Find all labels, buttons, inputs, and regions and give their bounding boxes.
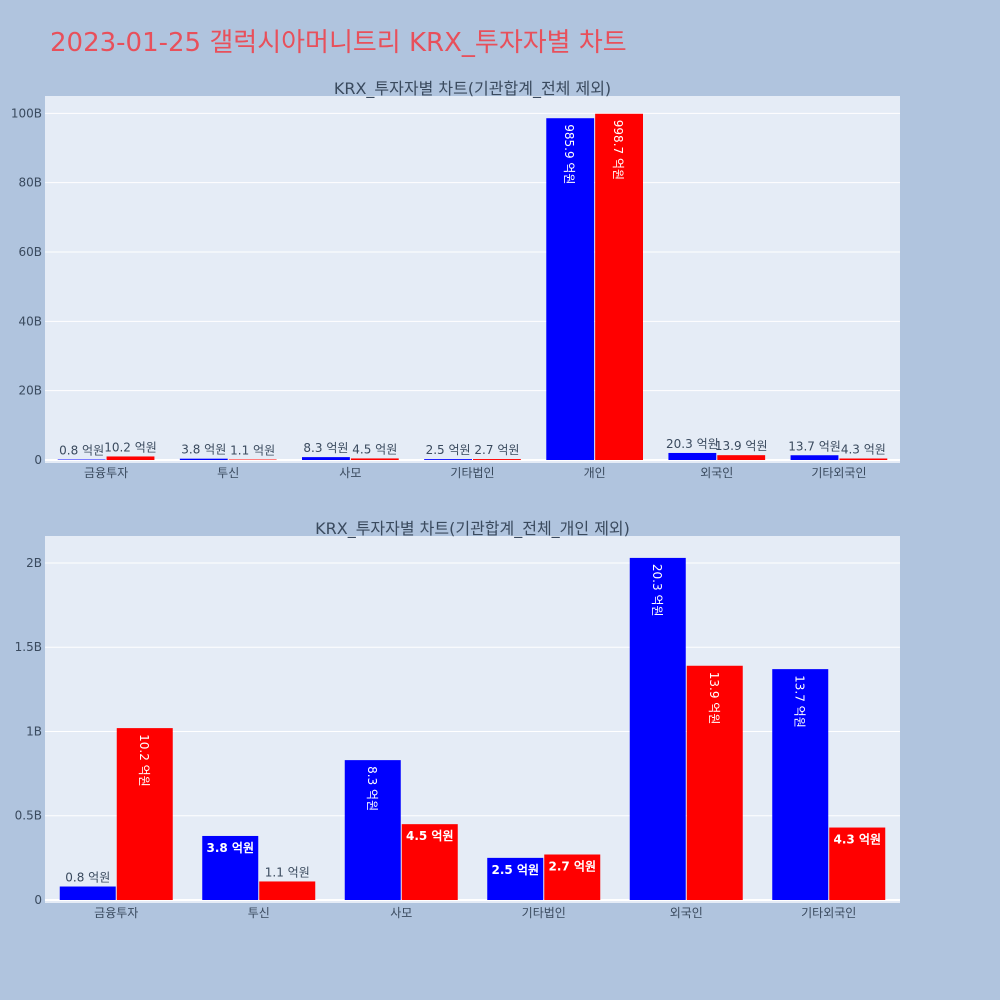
data-label: 4.5 억원 xyxy=(352,442,397,456)
x-tick-label: 개인 xyxy=(584,466,606,480)
bar xyxy=(57,459,106,460)
y-tick-label: 60B xyxy=(18,245,42,259)
bar xyxy=(829,827,886,900)
x-tick-label: 외국인 xyxy=(700,466,733,480)
bar xyxy=(106,456,155,460)
y-tick-label: 2B xyxy=(26,556,42,570)
data-label: 2.7 억원 xyxy=(548,860,596,874)
data-label: 13.9 억원 xyxy=(715,439,768,453)
x-tick-label: 기타법인 xyxy=(522,906,566,920)
bar xyxy=(686,665,743,900)
data-label: 1.1 억원 xyxy=(265,865,310,879)
bar xyxy=(790,455,839,460)
y-tick-label: 0 xyxy=(34,893,42,907)
x-tick-label: 투신 xyxy=(217,466,239,480)
bar xyxy=(424,459,472,460)
bar xyxy=(302,457,350,460)
x-tick-label: 사모 xyxy=(339,466,361,480)
bar xyxy=(772,669,829,900)
bar xyxy=(344,760,401,900)
bar xyxy=(116,728,173,900)
plot-area-1 xyxy=(45,96,900,463)
data-label: 4.3 억원 xyxy=(841,443,886,457)
y-tick-label: 1.5B xyxy=(15,640,42,654)
bar xyxy=(401,824,458,900)
bar xyxy=(473,459,521,460)
plot-area-2 xyxy=(45,536,900,903)
chart-title-1: KRX_투자자별 차트(기관합계_전체 제외) xyxy=(334,79,611,99)
bar xyxy=(350,458,399,460)
data-label: 10.2 억원 xyxy=(104,440,157,454)
data-label: 10.2 억원 xyxy=(137,734,151,787)
bar xyxy=(487,857,544,900)
y-tick-label: 0.5B xyxy=(15,809,42,823)
page-title: 2023-01-25 갤럭시아머니트리 KRX_투자자별 차트 xyxy=(50,28,627,58)
data-label: 3.8 억원 xyxy=(206,841,254,855)
y-tick-label: 1B xyxy=(26,724,42,738)
x-tick-label: 기타외국인 xyxy=(811,466,866,480)
y-tick-label: 100B xyxy=(11,106,42,120)
data-label: 2.7 억원 xyxy=(474,443,519,457)
x-tick-label: 사모 xyxy=(390,906,412,920)
data-label: 2.5 억원 xyxy=(491,863,539,877)
bar xyxy=(839,458,888,460)
data-label: 13.7 억원 xyxy=(788,439,841,453)
bar xyxy=(59,886,116,900)
data-label: 0.8 억원 xyxy=(59,444,104,458)
y-tick-label: 40B xyxy=(18,314,42,328)
bar xyxy=(228,459,277,460)
y-tick-label: 0 xyxy=(34,453,42,467)
data-label: 0.8 억원 xyxy=(65,871,110,885)
data-label: 4.3 억원 xyxy=(833,833,881,847)
data-label: 20.3 억원 xyxy=(650,564,664,617)
data-label: 2.5 억원 xyxy=(426,443,471,457)
x-tick-label: 외국인 xyxy=(670,906,703,920)
data-label: 1.1 억원 xyxy=(230,444,275,458)
data-label: 985.9 억원 xyxy=(562,124,576,184)
x-tick-label: 금융투자 xyxy=(84,466,128,480)
data-label: 998.7 억원 xyxy=(611,120,625,180)
data-label: 4.5 억원 xyxy=(406,829,454,843)
data-label: 3.8 억원 xyxy=(181,443,226,457)
bar xyxy=(546,118,595,460)
bar xyxy=(595,113,643,460)
bar xyxy=(179,458,228,460)
y-tick-label: 80B xyxy=(18,176,42,190)
y-tick-label: 20B xyxy=(18,384,42,398)
bar xyxy=(259,881,316,900)
data-label: 13.7 억원 xyxy=(792,675,806,728)
bar xyxy=(202,835,259,900)
data-label: 20.3 억원 xyxy=(666,437,719,451)
data-label: 8.3 억원 xyxy=(303,441,348,455)
bar xyxy=(629,557,686,900)
x-tick-label: 금융투자 xyxy=(94,906,138,920)
x-tick-label: 기타외국인 xyxy=(801,906,856,920)
chart-title-2: KRX_투자자별 차트(기관합계_전체_개인 제외) xyxy=(315,519,630,539)
bar xyxy=(668,452,717,460)
data-label: 8.3 억원 xyxy=(365,766,379,811)
x-tick-label: 기타법인 xyxy=(450,466,494,480)
bar xyxy=(717,455,766,460)
x-tick-label: 투신 xyxy=(248,906,270,920)
bar xyxy=(544,854,601,900)
data-label: 13.9 억원 xyxy=(707,672,721,725)
